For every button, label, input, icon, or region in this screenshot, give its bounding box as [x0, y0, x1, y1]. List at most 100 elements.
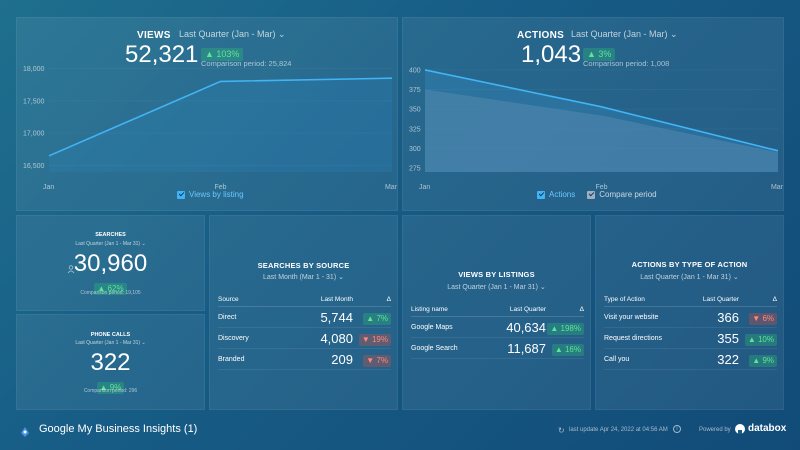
x-tick-label: Mar — [771, 184, 783, 191]
column-header-last-quarter: Last Quarter — [509, 306, 546, 313]
actions-legend[interactable]: Actions Compare period — [537, 190, 657, 199]
chevron-down-icon: ⌄ — [141, 241, 146, 247]
actions-by-type-card: ACTIONS BY TYPE OF ACTION Last Quarter (… — [595, 215, 784, 410]
actions-card: ACTIONS 1,043 Last Quarter (Jan - Mar) ⌄… — [402, 17, 784, 211]
chevron-down-icon: ⌄ — [141, 340, 146, 346]
column-header-delta: Δ — [386, 296, 391, 303]
actions-value: 1,043 — [521, 41, 582, 68]
row-value: 40,634 — [506, 319, 546, 335]
table-row: Visit your website 366 ▼ 6% — [604, 307, 777, 328]
row-name: Call you — [604, 355, 630, 363]
databox-logo-icon — [735, 424, 745, 434]
phone-calls-period[interactable]: Last Quarter (Jan 1 - Mar 31) ⌄ — [17, 340, 204, 346]
chevron-down-icon: ⌄ — [732, 274, 739, 281]
y-tick-label: 17,000 — [23, 131, 45, 138]
table-header: Type of Action Last Quarter Δ — [604, 293, 777, 307]
table-row: Branded 209 ▼ 7% — [218, 349, 391, 370]
table-row: Google Maps 40,634 ▲ 198% — [411, 317, 584, 338]
column-header-last-quarter: Last Quarter — [702, 296, 739, 303]
row-delta-badge: ▲ 16% — [551, 344, 584, 356]
info-icon[interactable]: i — [673, 425, 681, 433]
row-name: Direct — [218, 313, 237, 321]
views-period-dropdown[interactable]: Last Quarter (Jan - Mar) ⌄ — [179, 29, 286, 40]
actions-period-dropdown[interactable]: Last Quarter (Jan - Mar) ⌄ — [571, 29, 678, 40]
actions-period-label: Last Quarter (Jan - Mar) — [571, 29, 668, 39]
views-by-listings-period-label: Last Quarter (Jan 1 - Mar 31) — [447, 284, 538, 291]
last-update: last update Apr 24, 2022 at 04:56 AM — [569, 427, 668, 433]
column-header-source: Source — [218, 296, 239, 303]
actions-comparison: Comparison period: 1,008 — [583, 59, 670, 68]
checkbox-icon[interactable] — [587, 190, 596, 199]
x-tick-label: Feb — [595, 184, 607, 191]
chevron-down-icon: ⌄ — [670, 29, 678, 39]
searches-period-label: Last Quarter (Jan 1 - Mar 31) — [75, 241, 141, 247]
x-tick-label: Feb — [214, 184, 226, 191]
y-tick-label: 18,000 — [23, 66, 45, 73]
row-name: Google Maps — [411, 323, 453, 331]
searches-comparison: Comparison period: 19,105 — [80, 290, 141, 296]
row-delta-badge: ▲ 10% — [744, 334, 777, 346]
chevron-down-icon: ⌄ — [539, 284, 546, 291]
y-tick-label: 275 — [409, 166, 421, 173]
searches-by-source-period[interactable]: Last Month (Mar 1 - 31) ⌄ — [210, 273, 397, 281]
row-name: Visit your website — [604, 313, 659, 321]
y-tick-label: 300 — [409, 146, 421, 153]
databox-brand[interactable]: databox — [748, 423, 787, 434]
row-delta-badge: ▲ 9% — [749, 355, 777, 367]
phone-calls-period-label: Last Quarter (Jan 1 - Mar 31) — [75, 340, 141, 346]
searches-card: SEARCHES Last Quarter (Jan 1 - Mar 31) ⌄… — [16, 215, 205, 311]
actions-by-type-table: Type of Action Last Quarter Δ Visit your… — [604, 293, 777, 370]
actions-chart: 400 375 350 325 300 275 Jan Feb Mar — [409, 67, 783, 191]
y-tick-label: 350 — [409, 107, 421, 114]
phone-calls-value: 322 — [90, 349, 131, 376]
views-legend[interactable]: Views by listing — [177, 190, 244, 199]
searches-by-source-table: Source Last Month Δ Direct 5,744 ▲ 7% Di… — [218, 293, 391, 370]
phone-calls-change-badge: ▲ 9% — [96, 382, 125, 394]
row-name: Google Search — [411, 344, 458, 352]
views-card: VIEWS 52,321 Last Quarter (Jan - Mar) ⌄ … — [16, 17, 398, 211]
phone-calls-comparison: Comparison period: 296 — [83, 388, 138, 394]
footer: Google My Business Insights (1) ↻ last u… — [0, 410, 800, 450]
views-by-listings-period[interactable]: Last Quarter (Jan 1 - Mar 31) ⌄ — [403, 283, 590, 291]
row-delta-badge: ▼ 7% — [363, 355, 391, 367]
searches-by-source-period-label: Last Month (Mar 1 - 31) — [263, 274, 337, 281]
searches-period[interactable]: Last Quarter (Jan 1 - Mar 31) ⌄ — [17, 241, 204, 247]
views-value: 52,321 — [125, 41, 199, 68]
dashboard-title[interactable]: Google My Business Insights (1) — [39, 423, 198, 435]
views-comparison: Comparison period: 25,824 — [201, 59, 292, 68]
row-name: Discovery — [218, 334, 249, 342]
table-row: Discovery 4,080 ▼ 19% — [218, 328, 391, 349]
row-name: Branded — [218, 355, 245, 363]
column-header-delta: Δ — [772, 296, 777, 303]
views-by-listings-title: VIEWS BY LISTINGS — [458, 270, 535, 279]
phone-calls-title: PHONE CALLS — [90, 332, 131, 338]
table-row: Call you 322 ▲ 9% — [604, 349, 777, 370]
actions-by-type-title: ACTIONS BY TYPE OF ACTION — [631, 260, 748, 269]
actions-change-badge: ▲ 3% — [583, 48, 616, 61]
x-tick-label: Jan — [419, 184, 430, 191]
table-row: Direct 5,744 ▲ 7% — [218, 307, 391, 328]
row-value: 355 — [717, 330, 739, 346]
y-tick-label: 375 — [409, 87, 421, 94]
searches-value: 30,960 — [73, 250, 148, 277]
row-delta-badge: ▲ 198% — [547, 323, 584, 335]
refresh-icon[interactable]: ↻ — [558, 426, 565, 435]
chevron-down-icon: ⌄ — [278, 29, 286, 39]
checkbox-icon[interactable] — [537, 190, 545, 199]
views-legend-label: Views by listing — [189, 190, 244, 199]
series-area — [49, 78, 392, 172]
actions-by-type-period[interactable]: Last Quarter (Jan 1 - Mar 31) ⌄ — [596, 273, 783, 281]
user-icon — [67, 260, 75, 274]
searches-by-source-title: SEARCHES BY SOURCE — [257, 261, 350, 270]
views-by-listings-table: Listing name Last Quarter Δ Google Maps … — [411, 303, 584, 359]
row-delta-badge: ▲ 7% — [363, 313, 391, 325]
checkbox-icon[interactable] — [177, 190, 185, 199]
views-chart: 18,000 17,500 17,000 16,500 Jan Feb Mar — [23, 66, 397, 191]
gmb-logo-icon — [20, 424, 30, 437]
column-header-listing-name: Listing name — [411, 306, 448, 313]
actions-by-type-period-label: Last Quarter (Jan 1 - Mar 31) — [640, 274, 731, 281]
row-name: Request directions — [604, 334, 662, 342]
row-value: 366 — [717, 309, 739, 325]
views-period-label: Last Quarter (Jan - Mar) — [179, 29, 276, 39]
actions-title: ACTIONS — [517, 30, 565, 41]
